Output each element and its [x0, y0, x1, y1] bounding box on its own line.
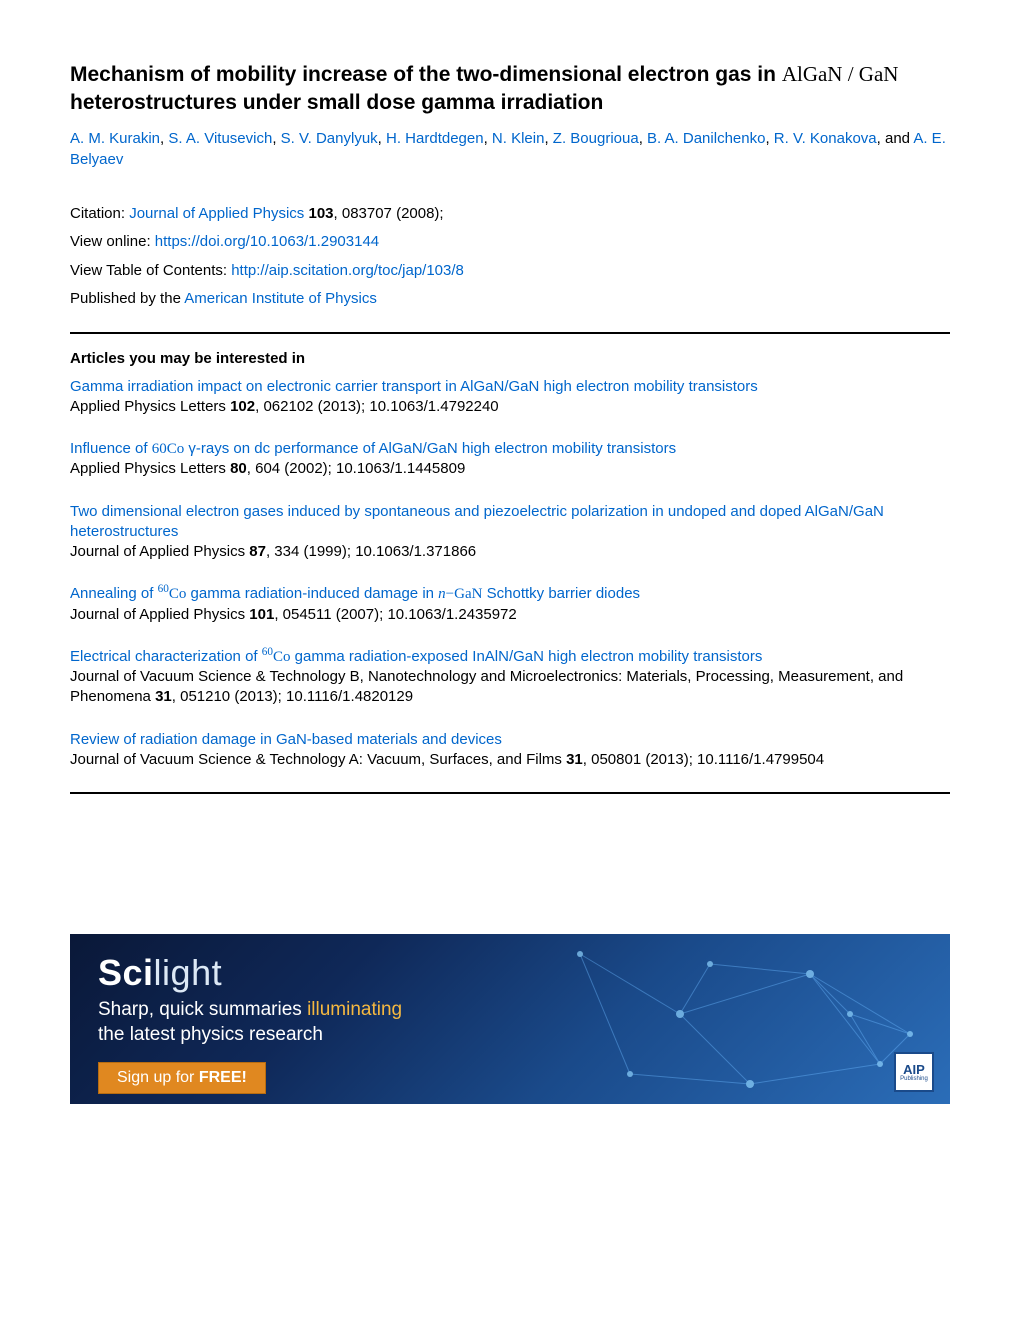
- related-article: Influence of 60Co γ-rays on dc performan…: [70, 439, 950, 480]
- related-article: Electrical characterization of 60Co gamm…: [70, 647, 950, 708]
- citation-line: Citation: Journal of Applied Physics 103…: [70, 200, 950, 229]
- author-link[interactable]: H. Hardtdegen: [386, 130, 484, 147]
- article-title: Mechanism of mobility increase of the tw…: [70, 60, 950, 118]
- publisher-line: Published by the American Institute of P…: [70, 285, 950, 314]
- journal-link[interactable]: Journal of Applied Physics: [129, 205, 304, 222]
- view-online-label: View online:: [70, 233, 155, 250]
- related-article-link[interactable]: Influence of 60Co γ-rays on dc performan…: [70, 439, 950, 459]
- author-link[interactable]: S. A. Vitusevich: [168, 130, 272, 147]
- network-graphic: [530, 934, 950, 1104]
- author-link[interactable]: R. V. Konakova: [774, 130, 877, 147]
- title-suffix: heterostructures under small dose gamma …: [70, 91, 603, 114]
- author-link[interactable]: B. A. Danilchenko: [647, 130, 765, 147]
- related-article: Review of radiation damage in GaN-based …: [70, 730, 950, 771]
- author-link[interactable]: N. Klein: [492, 130, 545, 147]
- related-article-citation: Applied Physics Letters 102, 062102 (201…: [70, 397, 950, 417]
- citation-volume: 103: [308, 205, 333, 222]
- title-formula: AlGaN / GaN: [782, 62, 899, 86]
- ad-banner[interactable]: Scilight Sharp, quick summaries illumina…: [70, 934, 950, 1104]
- toc-link[interactable]: http://aip.scitation.org/toc/jap/103/8: [231, 262, 464, 279]
- related-article: Two dimensional electron gases induced b…: [70, 502, 950, 563]
- divider: [70, 332, 950, 334]
- view-online-line: View online: https://doi.org/10.1063/1.2…: [70, 228, 950, 257]
- related-article-link[interactable]: Annealing of 60Co gamma radiation-induce…: [70, 584, 950, 604]
- aip-logo: AIP Publishing: [894, 1052, 934, 1092]
- authors-list: A. M. Kurakin, S. A. Vitusevich, S. V. D…: [70, 128, 950, 170]
- related-article-citation: Journal of Applied Physics 101, 054511 (…: [70, 605, 950, 625]
- citation-rest: , 083707 (2008);: [334, 205, 444, 222]
- toc-line: View Table of Contents: http://aip.scita…: [70, 257, 950, 286]
- related-article: Annealing of 60Co gamma radiation-induce…: [70, 584, 950, 625]
- title-prefix: Mechanism of mobility increase of the tw…: [70, 63, 782, 86]
- related-article-link[interactable]: Review of radiation damage in GaN-based …: [70, 730, 950, 750]
- related-article-link[interactable]: Electrical characterization of 60Co gamm…: [70, 647, 950, 667]
- publisher-link[interactable]: American Institute of Physics: [184, 290, 377, 307]
- author-link[interactable]: A. M. Kurakin: [70, 130, 160, 147]
- citation-label: Citation:: [70, 205, 129, 222]
- author-link[interactable]: S. V. Danylyuk: [281, 130, 378, 147]
- doi-link[interactable]: https://doi.org/10.1063/1.2903144: [155, 233, 379, 250]
- signup-button[interactable]: Sign up for FREE!: [98, 1062, 266, 1094]
- related-article: Gamma irradiation impact on electronic c…: [70, 377, 950, 418]
- author-link[interactable]: Z. Bougrioua: [553, 130, 639, 147]
- related-article-citation: Applied Physics Letters 80, 604 (2002); …: [70, 459, 950, 479]
- citation-block: Citation: Journal of Applied Physics 103…: [70, 200, 950, 314]
- toc-label: View Table of Contents:: [70, 262, 231, 279]
- related-article-citation: Journal of Applied Physics 87, 334 (1999…: [70, 542, 950, 562]
- related-article-citation: Journal of Vacuum Science & Technology B…: [70, 667, 950, 708]
- divider: [70, 792, 950, 794]
- publisher-label: Published by the: [70, 290, 184, 307]
- related-article-citation: Journal of Vacuum Science & Technology A…: [70, 750, 950, 770]
- related-heading: Articles you may be interested in: [70, 350, 950, 367]
- related-article-link[interactable]: Two dimensional electron gases induced b…: [70, 502, 950, 543]
- related-article-link[interactable]: Gamma irradiation impact on electronic c…: [70, 377, 950, 397]
